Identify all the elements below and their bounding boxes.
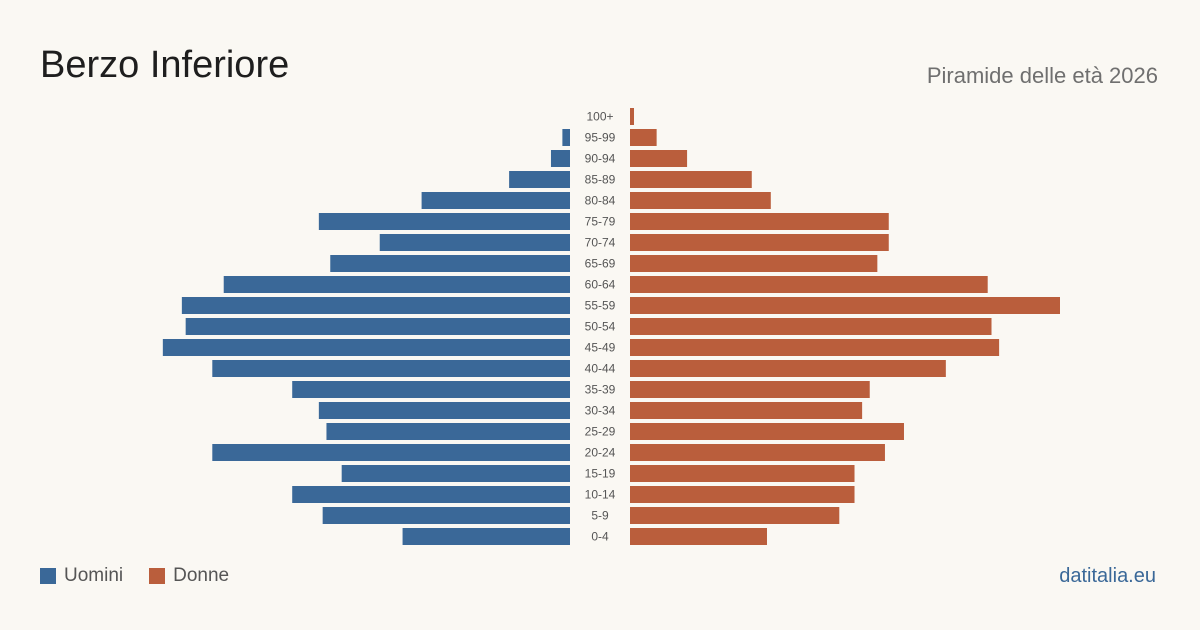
legend-item-women: Donne: [149, 565, 229, 587]
bar-women-55-59: [630, 297, 1060, 314]
bar-men-55-59: [181, 297, 571, 314]
bar-men-25-29: [326, 423, 570, 440]
bar-women-30-34: [630, 402, 863, 419]
bar-women-90-94: [630, 150, 688, 167]
bar-women-65-69: [630, 255, 878, 272]
bar-women-75-79: [630, 213, 889, 230]
age-label-75-79: 75-79: [585, 215, 616, 229]
age-label-20-24: 20-24: [585, 446, 616, 460]
bar-women-0-4: [630, 528, 767, 545]
bar-women-45-49: [630, 339, 1000, 356]
age-label-10-14: 10-14: [585, 488, 616, 502]
bar-women-60-64: [630, 276, 988, 293]
age-label-5-9: 5-9: [591, 509, 609, 523]
bar-women-100+: [630, 108, 634, 125]
age-label-90-94: 90-94: [585, 152, 616, 166]
bar-women-95-99: [630, 129, 657, 146]
bar-men-5-9: [322, 507, 570, 524]
bar-men-75-79: [318, 213, 570, 230]
chart-legend: Uomini Donne: [40, 565, 255, 587]
age-label-50-54: 50-54: [585, 320, 616, 334]
bar-women-85-89: [630, 171, 752, 188]
legend-swatch-women: [149, 568, 166, 584]
age-label-80-84: 80-84: [585, 194, 616, 208]
bar-women-35-39: [630, 381, 870, 398]
bar-men-0-4: [402, 528, 570, 545]
bar-women-70-74: [630, 234, 889, 251]
legend-label-men: Uomini: [64, 565, 124, 586]
bar-women-20-24: [630, 444, 885, 461]
age-label-100+: 100+: [586, 110, 613, 124]
age-label-15-19: 15-19: [585, 467, 616, 481]
age-label-55-59: 55-59: [585, 299, 616, 313]
bar-men-80-84: [421, 192, 570, 209]
bar-men-60-64: [223, 276, 571, 293]
bar-men-65-69: [330, 255, 570, 272]
bar-men-70-74: [379, 234, 570, 251]
age-label-40-44: 40-44: [585, 362, 616, 376]
bar-women-40-44: [630, 360, 946, 377]
bar-men-10-14: [292, 486, 570, 503]
chart-subtitle: Piramide delle età 2026: [926, 63, 1158, 88]
bar-women-50-54: [630, 318, 992, 335]
bar-men-30-34: [318, 402, 570, 419]
bar-men-40-44: [212, 360, 570, 377]
age-label-60-64: 60-64: [585, 278, 616, 292]
bar-women-10-14: [630, 486, 855, 503]
age-label-95-99: 95-99: [585, 131, 616, 145]
age-label-85-89: 85-89: [585, 173, 616, 187]
page-title: Berzo Inferiore: [40, 44, 290, 86]
age-label-35-39: 35-39: [585, 383, 616, 397]
bar-men-85-89: [509, 171, 570, 188]
age-label-25-29: 25-29: [585, 425, 616, 439]
age-label-30-34: 30-34: [585, 404, 616, 418]
bar-men-90-94: [550, 150, 570, 167]
bar-men-45-49: [162, 339, 571, 356]
brand-link[interactable]: datitalia.eu: [1059, 565, 1156, 587]
bar-women-25-29: [630, 423, 904, 440]
age-label-65-69: 65-69: [585, 257, 616, 271]
age-label-45-49: 45-49: [585, 341, 616, 355]
age-label-70-74: 70-74: [585, 236, 616, 250]
age-label-0-4: 0-4: [591, 530, 609, 544]
bar-men-20-24: [212, 444, 570, 461]
legend-swatch-men: [40, 568, 56, 584]
bar-men-50-54: [185, 318, 571, 335]
bar-women-80-84: [630, 192, 771, 209]
bar-men-95-99: [562, 129, 570, 146]
bar-men-35-39: [292, 381, 570, 398]
bar-women-5-9: [630, 507, 840, 524]
legend-label-women: Donne: [173, 565, 230, 586]
legend-item-men: Uomini: [40, 565, 123, 587]
bar-women-15-19: [630, 465, 855, 482]
bar-men-15-19: [341, 465, 570, 482]
